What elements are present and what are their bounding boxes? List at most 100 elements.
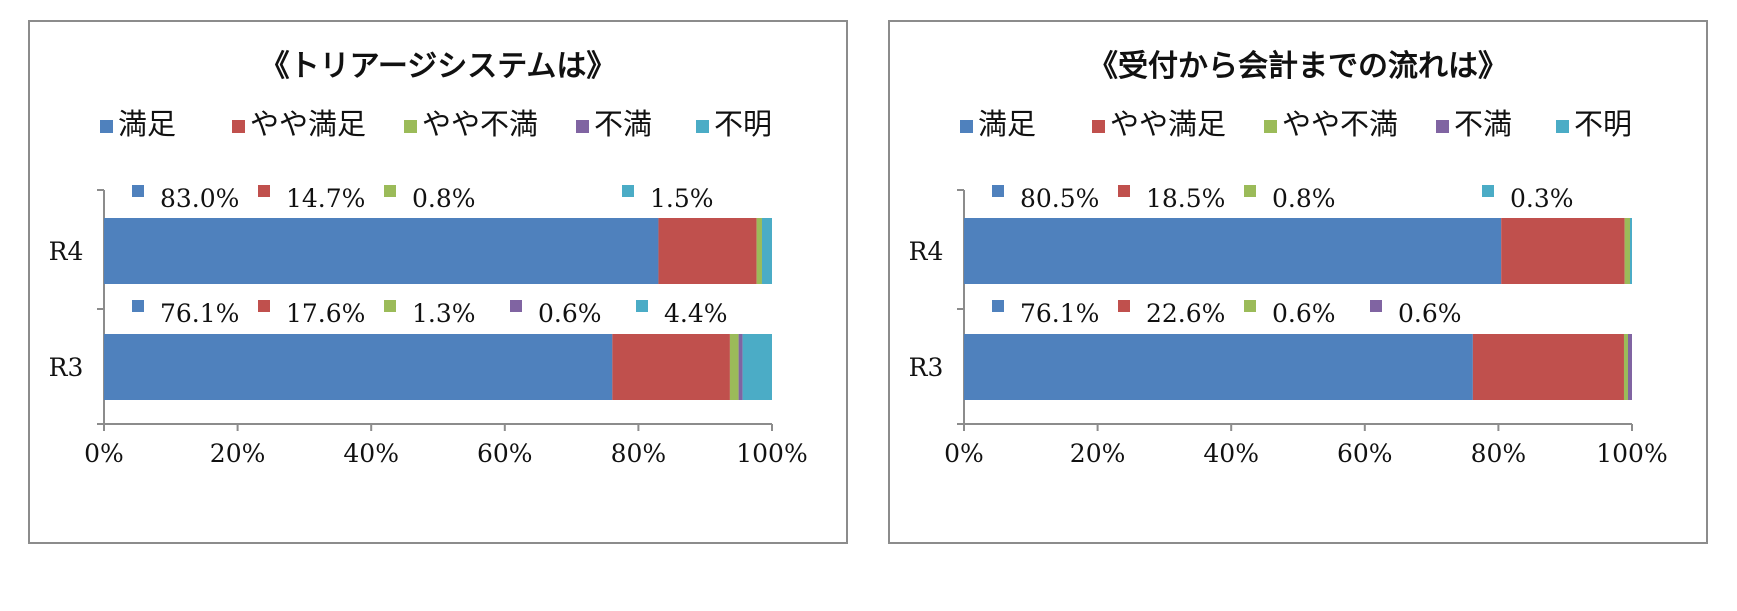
category-label: R4: [49, 237, 84, 266]
data-label: 0.8%: [1244, 184, 1336, 213]
data-label-text: 0.8%: [412, 184, 476, 213]
data-label: 17.6%: [258, 299, 365, 328]
data-label: 83.0%: [132, 184, 239, 213]
data-label-text: 14.7%: [286, 184, 365, 213]
legend-swatch: [1436, 120, 1449, 133]
chart-title: 《受付から会計までの流れは》: [1088, 49, 1508, 84]
data-label-marker: [992, 300, 1004, 312]
data-label: 18.5%: [1118, 184, 1225, 213]
legend-label: やや満足: [250, 107, 366, 141]
bar-segment: [738, 334, 743, 400]
legend-item: 不明: [696, 107, 772, 141]
chart-flow: 《受付から会計までの流れは》 満足 やや満足 やや不満 不満 不明 0% 20% 40% 60%…: [909, 49, 1668, 468]
x-tick-label: 40%: [343, 439, 399, 468]
data-label: 14.7%: [258, 184, 365, 213]
data-label-marker: [1118, 185, 1130, 197]
data-label: 1.5%: [622, 184, 714, 213]
chart-panel-flow: 《受付から会計までの流れは》 満足 やや満足 やや不満 不満 不明 0% 20% 40% 60%…: [888, 20, 1708, 544]
data-label-text: 0.6%: [538, 299, 602, 328]
x-tick-label: 80%: [611, 439, 667, 468]
legend-swatch: [404, 120, 417, 133]
bar-segment: [742, 334, 772, 400]
bar-segment: [1623, 334, 1628, 400]
data-label-marker: [258, 300, 270, 312]
bar-segment: [104, 334, 613, 400]
data-label-text: 0.8%: [1272, 184, 1336, 213]
bar-segment: [729, 334, 739, 400]
data-label-marker: [258, 185, 270, 197]
x-tick-label: 40%: [1203, 439, 1259, 468]
bar-segment: [658, 218, 757, 284]
legend-label: やや満足: [1110, 107, 1226, 141]
data-label-text: 76.1%: [1020, 299, 1099, 328]
chart-panel-triage: 《トリアージシステムは》 満足 やや満足 やや不満 不満 不明 0% 20% 40% 60% 80…: [28, 20, 848, 544]
data-label-marker: [636, 300, 648, 312]
bar-segment: [756, 218, 762, 284]
x-tick-label: 60%: [477, 439, 533, 468]
x-tick-label: 0%: [84, 439, 124, 468]
legend-item: 不満: [1436, 107, 1512, 141]
data-label-marker: [384, 185, 396, 197]
data-label-marker: [1482, 185, 1494, 197]
data-label-marker: [1370, 300, 1382, 312]
data-label-text: 18.5%: [1146, 184, 1225, 213]
legend-item: やや不満: [1264, 107, 1398, 141]
legend-swatch: [1556, 120, 1569, 133]
data-label: 0.8%: [384, 184, 476, 213]
data-label-text: 22.6%: [1146, 299, 1225, 328]
legend-item: やや満足: [232, 107, 366, 141]
data-label-marker: [132, 300, 144, 312]
bar-segment: [612, 334, 730, 400]
bar-segment: [1501, 218, 1625, 284]
data-label: 4.4%: [636, 299, 728, 328]
x-tick-label: 80%: [1471, 439, 1527, 468]
category-label: R3: [49, 353, 84, 382]
legend-item: やや不満: [404, 107, 538, 141]
data-label: 80.5%: [992, 184, 1099, 213]
data-label-marker: [992, 185, 1004, 197]
data-label-marker: [510, 300, 522, 312]
data-label-text: 80.5%: [1020, 184, 1099, 213]
legend-item: 満足: [100, 107, 176, 141]
bar-segment: [1629, 218, 1632, 284]
data-label-text: 0.6%: [1398, 299, 1462, 328]
category-label: R3: [909, 353, 944, 382]
data-label-text: 1.3%: [412, 299, 476, 328]
legend-item: 満足: [960, 107, 1036, 141]
bar-segment: [1472, 334, 1624, 400]
x-tick-label: 20%: [1070, 439, 1126, 468]
legend-swatch: [100, 120, 113, 133]
data-label-text: 4.4%: [664, 299, 728, 328]
data-label-text: 17.6%: [286, 299, 365, 328]
legend: 満足 やや満足 やや不満 不満 不明: [100, 107, 772, 141]
legend-label: 満足: [118, 107, 176, 141]
legend-swatch: [576, 120, 589, 133]
bar-segment: [104, 218, 659, 284]
legend-label: やや不満: [422, 107, 538, 141]
data-label-text: 0.6%: [1272, 299, 1336, 328]
data-label-marker: [1244, 185, 1256, 197]
bar-segment: [964, 334, 1473, 400]
chart-triage: 《トリアージシステムは》 満足 やや満足 やや不満 不満 不明 0% 20% 40% 60% 80…: [49, 49, 808, 468]
legend-item: 不明: [1556, 107, 1632, 141]
data-label-marker: [132, 185, 144, 197]
x-tick-label: 60%: [1337, 439, 1393, 468]
data-label: 1.3%: [384, 299, 476, 328]
data-label-marker: [1244, 300, 1256, 312]
data-label-text: 83.0%: [160, 184, 239, 213]
x-tick-label: 0%: [944, 439, 984, 468]
data-label: 76.1%: [132, 299, 239, 328]
bar-segment: [761, 218, 772, 284]
data-label-text: 76.1%: [160, 299, 239, 328]
chart-title: 《トリアージシステムは》: [260, 49, 617, 84]
data-label-marker: [384, 300, 396, 312]
legend-label: 不満: [594, 107, 652, 141]
data-label: 76.1%: [992, 299, 1099, 328]
bar-segment: [1624, 218, 1630, 284]
legend-label: 不明: [1574, 107, 1632, 141]
legend: 満足 やや満足 やや不満 不満 不明: [960, 107, 1632, 141]
legend-swatch: [1092, 120, 1105, 133]
legend-label: 満足: [978, 107, 1036, 141]
bar-segment: [1627, 334, 1632, 400]
legend-swatch: [232, 120, 245, 133]
